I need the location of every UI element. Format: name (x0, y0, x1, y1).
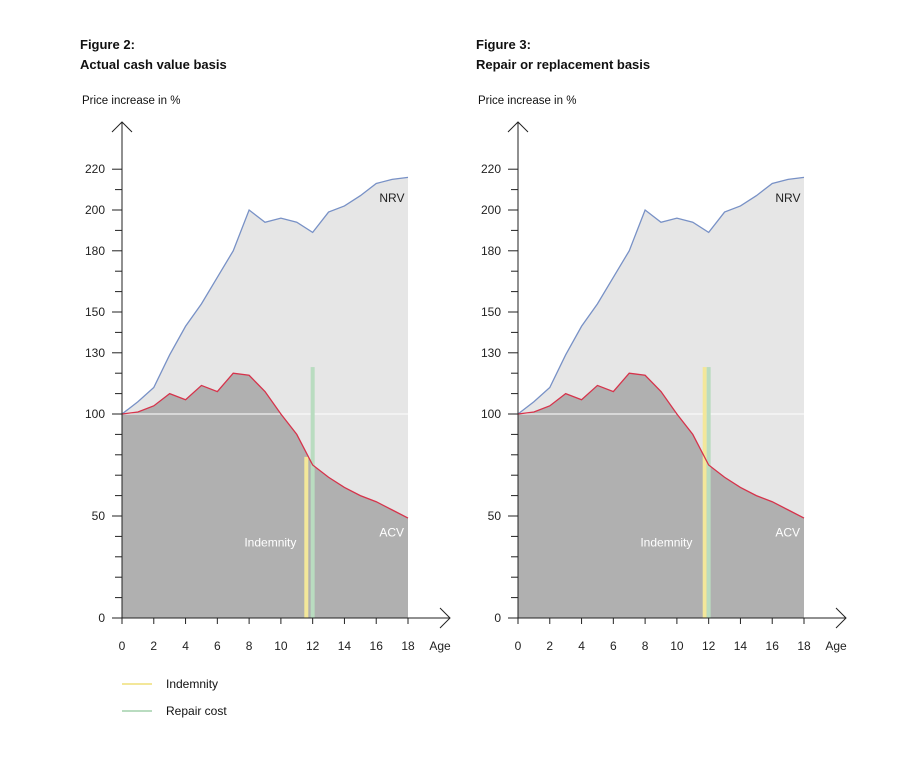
y-axis-arrow-icon (507, 121, 529, 133)
legend-swatch-indemnity (122, 683, 152, 685)
figure-2-title: Actual cash value basis (80, 57, 227, 72)
x-tick-label: 6 (214, 639, 221, 653)
y-tick-label: 50 (488, 509, 502, 523)
x-tick-label: 12 (702, 639, 716, 653)
repair-cost-bar (706, 367, 711, 618)
acv-label: ACV (379, 525, 404, 539)
y-tick-label: 200 (85, 203, 105, 217)
indemnity-label: Indemnity (640, 536, 692, 550)
chart-figure-3: 0 50 100 130 150 180 200 220 0 2 4 6 8 10 12 14 16 18 Age N… (481, 121, 847, 653)
x-tick-label: 2 (150, 639, 157, 653)
x-tick-label: 2 (546, 639, 553, 653)
acv-line (517, 372, 805, 519)
y-axis-arrow-icon (111, 121, 133, 133)
figure-2-number: Figure 2: (80, 37, 135, 52)
x-axis-label: Age (825, 639, 847, 653)
legend-label-repair-cost: Repair cost (166, 704, 227, 718)
y-tick-label: 100 (85, 407, 105, 421)
x-tick-label: 10 (274, 639, 288, 653)
x-axis-arrow-icon (835, 607, 847, 629)
acv-label: ACV (775, 525, 800, 539)
y-tick-label: 130 (481, 346, 501, 360)
x-tick-label: 8 (642, 639, 649, 653)
nrv-line (517, 176, 805, 415)
x-tick-label: 16 (370, 639, 384, 653)
x-tick-label: 4 (182, 639, 189, 653)
x-axis-label: Age (429, 639, 451, 653)
x-tick-label: 0 (119, 639, 126, 653)
figure-2-y-axis-label: Price increase in % (82, 95, 181, 107)
acv-area (122, 373, 408, 618)
x-tick-label: 14 (338, 639, 352, 653)
nrv-label: NRV (379, 191, 404, 205)
y-tick-label: 50 (92, 509, 106, 523)
x-tick-label: 16 (766, 639, 780, 653)
x-tick-label: 6 (610, 639, 617, 653)
y-tick-label: 180 (85, 244, 105, 258)
y-tick-label: 130 (85, 346, 105, 360)
acv-area (518, 373, 804, 618)
x-axis-arrow-icon (439, 607, 451, 629)
figure-3-title: Repair or replacement basis (476, 57, 651, 72)
legend-swatch-repair-cost (122, 710, 152, 712)
y-tick-label: 150 (85, 305, 105, 319)
figure-3-number: Figure 3: (476, 37, 531, 52)
acv-line (121, 372, 409, 519)
y-tick-label: 220 (481, 162, 501, 176)
y-tick-label: 150 (481, 305, 501, 319)
x-tick-label: 8 (246, 639, 253, 653)
x-tick-label: 18 (401, 639, 415, 653)
figure-3-y-axis-label: Price increase in % (478, 95, 577, 107)
x-tick-label: 14 (734, 639, 748, 653)
repair-cost-bar (310, 367, 315, 618)
legend-label-indemnity: Indemnity (166, 677, 219, 691)
legend-item-indemnity: Indemnity (122, 677, 218, 691)
indemnity-label: Indemnity (244, 536, 296, 550)
chart-figure-2: 0 50 100 130 150 180 200 220 0 2 4 6 8 10 12 14 16 18 Age N… (85, 121, 451, 653)
nrv-label: NRV (775, 191, 800, 205)
x-tick-label: 0 (515, 639, 522, 653)
nrv-line (121, 176, 409, 415)
indemnity-bar (702, 367, 707, 618)
x-tick-label: 4 (578, 639, 585, 653)
y-tick-label: 0 (98, 611, 105, 625)
x-tick-label: 10 (670, 639, 684, 653)
legend-item-repair-cost: Repair cost (122, 704, 227, 718)
y-tick-label: 180 (481, 244, 501, 258)
y-tick-label: 220 (85, 162, 105, 176)
y-tick-label: 0 (494, 611, 501, 625)
x-tick-label: 12 (306, 639, 320, 653)
indemnity-bar (304, 456, 309, 618)
x-tick-label: 18 (797, 639, 811, 653)
y-tick-label: 100 (481, 407, 501, 421)
y-tick-label: 200 (481, 203, 501, 217)
